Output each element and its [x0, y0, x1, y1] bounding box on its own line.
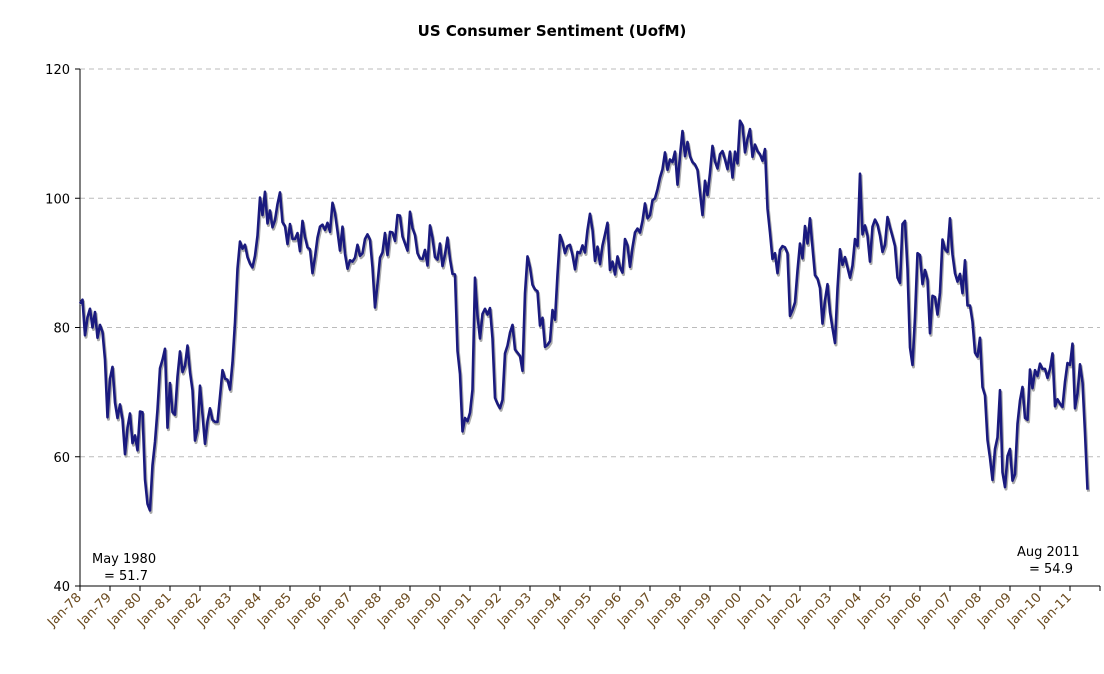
x-tick-label: Jan-81: [134, 590, 175, 631]
annotation-min-value: = 51.7: [104, 569, 148, 584]
y-tick-label: 80: [53, 322, 70, 337]
x-tick-label: Jan-95: [554, 590, 595, 631]
x-tick-label: Jan-88: [344, 590, 385, 631]
x-tick-label: Jan-99: [674, 590, 715, 631]
annotation-last: Aug 2011 = 54.9: [1017, 544, 1080, 578]
x-tick-label: Jan-89: [374, 590, 415, 631]
y-tick-label: 40: [53, 580, 70, 595]
x-tick-label: Jan-92: [464, 590, 505, 631]
x-tick-label: Jan-01: [734, 590, 775, 631]
x-tick-label: Jan-97: [614, 590, 655, 631]
x-tick-label: Jan-10: [1004, 590, 1045, 631]
x-tick-label: Jan-11: [1034, 590, 1075, 631]
x-tick-label: Jan-93: [494, 590, 535, 631]
annotation-last-value: = 54.9: [1029, 562, 1073, 577]
x-tick-label: Jan-86: [284, 590, 325, 631]
x-tick-label: Jan-04: [824, 590, 865, 631]
x-tick-label: Jan-78: [44, 590, 85, 631]
x-tick-label: Jan-80: [104, 590, 145, 631]
x-tick-label: Jan-87: [314, 590, 355, 631]
x-tick-label: Jan-94: [524, 590, 565, 631]
x-tick-label: Jan-84: [224, 590, 265, 631]
x-tick-label: Jan-96: [584, 590, 625, 631]
y-tick-label: 100: [45, 192, 70, 207]
x-tick-label: Jan-82: [164, 590, 205, 631]
x-tick-label: Jan-90: [404, 590, 445, 631]
series-line: [78, 119, 1089, 512]
x-tick-label: Jan-83: [194, 590, 235, 631]
x-tick-label: Jan-91: [434, 590, 475, 631]
x-tick-label: Jan-06: [884, 590, 925, 631]
annotation-min: May 1980 = 51.7: [92, 551, 156, 585]
x-tick-label: Jan-02: [764, 590, 805, 631]
y-tick-label: 120: [45, 63, 70, 78]
annotation-min-date: May 1980: [92, 552, 157, 567]
annotation-last-date: Aug 2011: [1017, 545, 1080, 560]
series-line-shadow: [79, 121, 1090, 514]
x-tick-label: Jan-85: [254, 590, 295, 631]
chart-title: US Consumer Sentiment (UofM): [417, 22, 687, 40]
x-tick-label: Jan-09: [974, 590, 1015, 631]
x-tick-label: Jan-00: [704, 590, 745, 631]
x-tick-label: Jan-03: [794, 590, 835, 631]
x-tick-label: Jan-79: [74, 590, 115, 631]
x-tick-label: Jan-08: [944, 590, 985, 631]
y-tick-label: 60: [53, 451, 70, 466]
x-tick-label: Jan-07: [914, 590, 955, 631]
x-tick-label: Jan-05: [854, 590, 895, 631]
x-tick-label: Jan-98: [644, 590, 685, 631]
